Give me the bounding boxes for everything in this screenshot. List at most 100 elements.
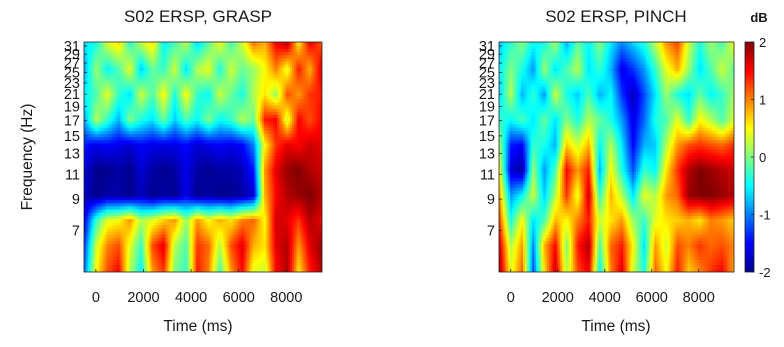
heatmap-cell [243, 205, 246, 210]
heatmap-cell [254, 164, 258, 169]
heatmap-cell [230, 171, 233, 175]
heatmap-cell [170, 221, 173, 226]
heatmap-cell [314, 155, 317, 160]
heatmap-cell [310, 196, 314, 201]
heatmap-cell [177, 171, 181, 175]
heatmap-cell [288, 199, 291, 204]
heatmap-cell [98, 268, 102, 272]
heatmap-cell [271, 224, 274, 229]
heatmap-cell [112, 221, 115, 226]
heatmap-cell [138, 205, 141, 210]
heatmap-cell [310, 231, 314, 235]
heatmap-cell [286, 193, 289, 197]
heatmap-cell [260, 164, 263, 169]
heatmap-cell [173, 224, 177, 229]
heatmap-cell [217, 164, 220, 169]
heatmap-cell [172, 249, 175, 254]
heatmap-cell [164, 243, 168, 248]
heatmap-cell [220, 221, 224, 226]
heatmap-cell [179, 253, 183, 257]
heatmap-cell [260, 196, 263, 201]
heatmap-cell [203, 186, 207, 191]
heatmap-cell [230, 164, 233, 169]
heatmap-cell [128, 227, 132, 232]
heatmap-cell [183, 265, 186, 270]
heatmap-cell [211, 234, 214, 238]
heatmap-cell [252, 253, 256, 257]
heatmap-cell [91, 243, 94, 248]
heatmap-cell [297, 174, 301, 179]
heatmap-cell [100, 202, 104, 207]
heatmap-cell [179, 262, 183, 267]
heatmap-cell [134, 265, 138, 270]
heatmap-cell [198, 171, 201, 175]
heatmap-cell [172, 155, 175, 160]
heatmap-cell [192, 208, 196, 213]
heatmap-cell [183, 249, 186, 254]
heatmap-cell [295, 161, 299, 166]
heatmap-cell [271, 212, 274, 216]
heatmap-cell [307, 212, 310, 216]
heatmap-cell [254, 262, 258, 267]
heatmap-cell [108, 212, 111, 216]
heatmap-cell [247, 243, 250, 248]
heatmap-cell [162, 161, 166, 166]
heatmap-cell [303, 259, 306, 264]
heatmap-cell [320, 193, 322, 197]
heatmap-cell [305, 202, 308, 207]
heatmap-cell [149, 215, 153, 220]
heatmap-cell [308, 256, 312, 260]
heatmap-cell [220, 268, 224, 272]
heatmap-cell [284, 215, 287, 220]
heatmap-cell [254, 215, 258, 220]
heatmap-cell [136, 212, 139, 216]
heatmap-cell [115, 193, 119, 197]
heatmap-cell [166, 161, 169, 166]
heatmap-cell [172, 253, 175, 257]
heatmap-cell [288, 155, 291, 160]
heatmap-cell [185, 259, 188, 264]
heatmap-cell [273, 149, 276, 153]
heatmap-cell [284, 202, 287, 207]
heatmap-cell [97, 164, 100, 169]
heatmap-cell [85, 199, 89, 204]
heatmap-cell [151, 180, 154, 185]
heatmap-cell [310, 265, 314, 270]
heatmap-cell [256, 221, 259, 226]
heatmap-cell [185, 171, 188, 175]
heatmap-cell [256, 149, 259, 153]
heatmap-cell [136, 199, 139, 204]
heatmap-cell [166, 265, 169, 270]
heatmap-cell [87, 145, 91, 150]
heatmap-cell [209, 253, 213, 257]
heatmap-cell [153, 202, 156, 207]
heatmap-cell [162, 171, 166, 175]
heatmap-cell [130, 196, 134, 201]
heatmap-cell [85, 168, 89, 172]
heatmap-cell [318, 231, 321, 235]
heatmap-cell [136, 256, 139, 260]
heatmap-cell [168, 177, 171, 182]
heatmap-cell [213, 152, 216, 157]
heatmap-cell [275, 237, 278, 242]
heatmap-cell [250, 149, 254, 153]
heatmap-cell [277, 227, 280, 232]
heatmap-cell [125, 231, 128, 235]
heatmap-cell [100, 265, 104, 270]
heatmap-cell [183, 246, 186, 251]
heatmap-cell [155, 268, 158, 272]
heatmap-cell [143, 199, 147, 204]
heatmap-cell [187, 208, 190, 213]
heatmap-cell [181, 174, 184, 179]
heatmap-cell [170, 190, 173, 194]
heatmap-cell [172, 231, 175, 235]
heatmap-cell [218, 196, 222, 201]
heatmap-cell [93, 218, 96, 223]
heatmap-cell [179, 202, 183, 207]
heatmap-cell [299, 174, 302, 179]
heatmap-cell [239, 243, 243, 248]
heatmap-cell [102, 155, 106, 160]
heatmap-cell [192, 158, 196, 163]
heatmap-cell [203, 168, 207, 172]
heatmap-cell [303, 202, 306, 207]
